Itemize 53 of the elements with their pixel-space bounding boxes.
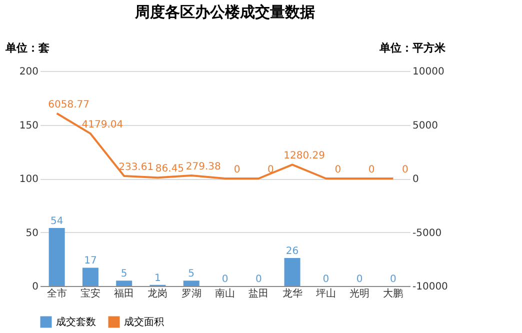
data-label: 0	[334, 164, 342, 176]
y2-tick-label: 10000	[412, 66, 444, 78]
x-tick-label: 光明	[350, 288, 370, 300]
data-label: 279.38	[186, 161, 221, 172]
data-label: 0	[402, 164, 408, 176]
data-label: 1280.29	[284, 150, 325, 162]
legend-label: 成交面积	[124, 316, 164, 328]
x-tick-label: 福田	[114, 288, 134, 300]
data-label: 1	[154, 272, 161, 284]
data-label: 26	[286, 246, 299, 258]
x-tick-label: 大鹏	[383, 288, 404, 300]
data-label: 0	[356, 274, 363, 285]
line-series	[56, 112, 394, 180]
y-tick-label: 0	[32, 282, 38, 292]
bar	[183, 280, 200, 286]
y2-tick-label: -10000	[412, 282, 448, 292]
bar	[116, 280, 132, 286]
x-tick-label: 罗湖	[181, 288, 202, 300]
x-tick-label: 宝安	[80, 288, 100, 300]
x-tick-label: 龙岗	[148, 288, 168, 300]
y2-tick-label: 5000	[412, 120, 438, 132]
data-label: 86.45	[155, 164, 184, 175]
y2-tick-label: -5000	[412, 228, 442, 239]
y-tick-label: 100	[19, 174, 38, 185]
data-label: 0	[222, 274, 228, 285]
x-tick-label: 盐田	[248, 288, 269, 300]
x-tick-label: 全市	[46, 288, 67, 300]
data-label: 0	[390, 274, 396, 285]
data-label: 0	[322, 274, 330, 285]
data-label: 233.61	[118, 162, 154, 173]
data-label: 0	[255, 274, 262, 285]
data-label: 54	[50, 216, 64, 227]
chart-title: 周度各区办公楼成交量数据	[134, 3, 315, 21]
x-tick-label: 坪山	[314, 288, 336, 300]
bar	[284, 258, 300, 286]
y-axis-title: 单位：套	[4, 42, 50, 54]
y2-axis-title: 单位：平方米	[378, 42, 446, 54]
data-label: 0	[234, 164, 240, 176]
data-label: 5	[188, 268, 195, 280]
data-label: 17	[84, 256, 97, 267]
data-label: 4179.04	[82, 120, 124, 131]
x-tick-label: 南山	[215, 288, 235, 300]
legend-label: 成交套数	[56, 316, 96, 328]
x-tick-label: 龙华	[282, 288, 302, 300]
data-label: 0	[368, 164, 375, 176]
y2-tick-label: 0	[412, 174, 419, 185]
bar	[82, 268, 98, 286]
y-tick-label: 150	[19, 120, 38, 132]
data-label: 6058.77	[48, 99, 90, 110]
y-tick-label: 50	[26, 228, 38, 239]
data-label: 5	[120, 268, 128, 280]
y-tick-label: 200	[19, 66, 38, 78]
bar	[48, 228, 65, 286]
